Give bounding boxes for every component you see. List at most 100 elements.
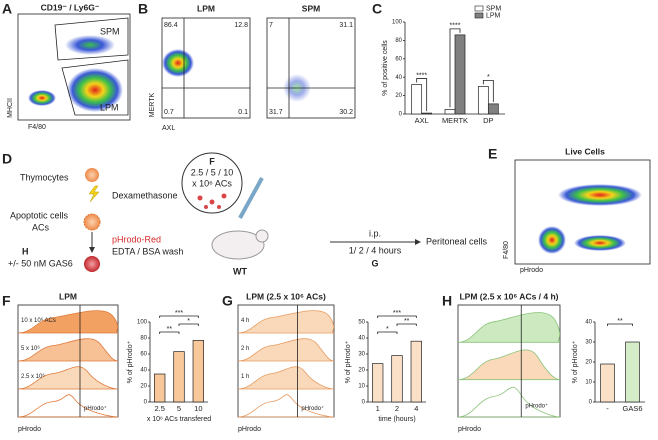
histogram <box>457 349 561 381</box>
histogram <box>17 366 119 390</box>
panel-f: F <box>2 293 11 309</box>
density <box>28 90 56 106</box>
legend-swatch <box>474 12 484 19</box>
quadrant-value: 31.1 <box>339 22 353 29</box>
x-label: x 10⁶ ACs transfered <box>147 416 211 423</box>
plot-title: SPM <box>302 3 320 13</box>
x-label: AXL <box>162 125 175 132</box>
density <box>574 235 626 251</box>
histogram <box>237 310 335 334</box>
histogram <box>457 386 561 418</box>
x-tick-label: 1 <box>376 404 380 413</box>
step-label: EDTA / BSA wash <box>112 246 183 256</box>
x-label: F4/80 <box>28 124 46 131</box>
y-tick-label: 20 <box>358 368 365 374</box>
sig-label: ** <box>167 326 173 333</box>
y-tick-label: 80 <box>140 336 147 342</box>
sig-label: **** <box>450 23 461 30</box>
x-tick-label: 4 <box>414 404 418 413</box>
lightning-icon <box>88 185 100 203</box>
histogram <box>237 338 335 362</box>
y-tick-label: 50 <box>358 320 365 326</box>
panel-letter: G <box>222 293 233 309</box>
y-tick-label: 40 <box>140 368 147 374</box>
step-label: Thymocytes <box>20 172 69 182</box>
bar <box>600 363 615 403</box>
quadrant-value: 0.7 <box>164 109 174 116</box>
panel-letter: D <box>2 151 12 167</box>
histogram <box>17 310 119 334</box>
histogram <box>457 312 561 343</box>
y-tick-label: 30 <box>585 340 592 346</box>
y-tick-label: 10 <box>358 384 365 390</box>
x-tick-label: - <box>606 404 609 413</box>
sig-bracket <box>396 323 417 326</box>
step-label: pHrodo-Red <box>112 234 161 244</box>
dose-label: 2.5 / 5 / 10 <box>191 167 234 177</box>
panel-title: Live Cells <box>565 146 605 156</box>
sig-label: * <box>187 318 190 325</box>
bar <box>444 109 456 115</box>
density <box>558 184 642 206</box>
panel-letter: C <box>372 1 382 17</box>
histogram-label: 2.5 x 10⁶ <box>21 373 45 380</box>
sig-bracket <box>482 80 494 102</box>
plot-title: LPM (2.5 x 10⁶ ACs) <box>246 291 326 301</box>
mouse <box>255 229 269 243</box>
x-tick-label: MERTK <box>442 116 468 125</box>
gate-label: pHrodo⁺ <box>525 402 548 409</box>
panel-g: G <box>222 293 233 309</box>
sig-label: *** <box>393 310 401 317</box>
bar <box>372 363 384 403</box>
legend-swatch <box>474 5 484 12</box>
density <box>65 35 115 55</box>
sig-bracket <box>159 315 199 318</box>
bar <box>192 340 204 403</box>
density <box>67 68 123 112</box>
histogram-label: 10 x 10⁶ ACs <box>21 317 56 324</box>
quadrant-value: 0.1 <box>238 109 248 116</box>
y-tick-label: 0 <box>144 400 148 406</box>
y-tick-label: 100 <box>392 20 403 26</box>
sig-bracket <box>416 78 428 112</box>
legend-label: LPM <box>486 12 501 19</box>
step-label: ACs <box>32 222 50 232</box>
y-tick-label: 0 <box>362 400 366 406</box>
quadrant-value: 7 <box>269 22 273 29</box>
y-label: % of pHrodo⁺ <box>572 340 579 383</box>
sig-label: ** <box>404 318 410 325</box>
quadrant-value: 30.2 <box>339 109 353 116</box>
bar <box>487 103 499 115</box>
quadrant-value: 31.7 <box>269 109 283 116</box>
histogram <box>17 338 119 362</box>
sig-bracket <box>178 323 199 326</box>
panel-b: B MERTK AXL <box>138 1 175 132</box>
sig-label: * <box>487 74 490 81</box>
x-tick-label: GAS6 <box>622 404 642 413</box>
sig-label: **** <box>416 72 427 79</box>
bar <box>477 86 489 115</box>
y-label: MHCII <box>7 98 14 118</box>
route-label: i.p. <box>369 228 381 238</box>
histogram <box>237 394 335 418</box>
syringe <box>238 177 264 219</box>
plot-title: LPM <box>197 3 215 13</box>
y-tick-label: 40 <box>358 336 365 342</box>
bar <box>410 340 422 403</box>
y-tick-label: 40 <box>585 320 592 326</box>
histogram-label: 1 h <box>241 374 249 380</box>
density <box>538 226 566 254</box>
outcome-label: Peritoneal cells <box>426 236 488 246</box>
panel-ref: F <box>209 156 215 166</box>
gate <box>61 59 129 116</box>
x-label: time (hours) <box>378 416 415 423</box>
sig-bracket <box>607 323 633 326</box>
step-label: Apoptotic cells <box>10 210 69 220</box>
gate <box>54 17 129 61</box>
cell-icon <box>84 256 100 272</box>
histogram-label: 2 h <box>241 346 249 352</box>
cell-icon <box>83 213 101 231</box>
bar <box>625 341 640 403</box>
panel-e: E Live Cells F4/80 pHrodo <box>488 146 651 274</box>
panel-title: CD19⁻ / Ly6G⁻ <box>41 2 100 12</box>
